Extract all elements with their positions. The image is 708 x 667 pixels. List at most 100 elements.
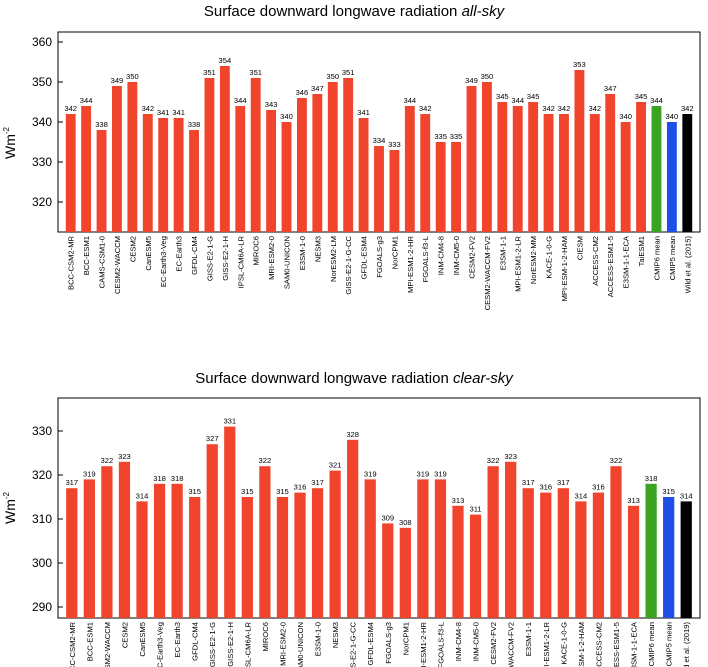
clear-sky-plot-frame bbox=[57, 397, 701, 619]
bar bbox=[417, 479, 429, 618]
data-label: 341 bbox=[357, 108, 370, 117]
x-tick-label: MPI-ESM1-2-HR bbox=[419, 621, 428, 667]
bar bbox=[189, 497, 201, 618]
bar bbox=[636, 102, 646, 232]
x-tick-label: IPSL-CM6A-LR bbox=[243, 621, 252, 667]
bar bbox=[434, 479, 447, 618]
clear-sky-title: Surface downward longwave radiation clea… bbox=[195, 370, 514, 387]
x-tick-label: CESM2-WACCM bbox=[103, 622, 112, 667]
x-tick-label: GISS-E2-1-G bbox=[208, 622, 217, 667]
x-tick-label: GFDL-ESM4 bbox=[360, 236, 369, 279]
bar bbox=[592, 492, 605, 618]
x-tick-label: NorESM2-LM bbox=[329, 236, 338, 282]
data-label: 344 bbox=[234, 96, 247, 105]
y-tick-label: 300 bbox=[32, 556, 52, 570]
x-tick-label: GFDL-CM4 bbox=[191, 622, 200, 661]
data-label: 315 bbox=[241, 487, 254, 496]
bar bbox=[497, 102, 508, 232]
data-label: 344 bbox=[650, 96, 663, 105]
data-label: 319 bbox=[364, 469, 377, 478]
bar bbox=[610, 466, 622, 618]
bar bbox=[420, 114, 431, 232]
all-sky-y-axis-label: Wm-2 bbox=[2, 126, 18, 159]
x-tick-label: EC-Earth3 bbox=[175, 236, 184, 271]
bar bbox=[235, 106, 246, 232]
bar bbox=[112, 86, 122, 232]
x-tick-label: CESM2 bbox=[128, 236, 137, 262]
data-label: 344 bbox=[403, 96, 416, 105]
bar bbox=[469, 514, 482, 618]
bar bbox=[605, 94, 616, 232]
x-tick-label: MIROC6 bbox=[261, 622, 270, 652]
data-label: 316 bbox=[539, 483, 552, 492]
bar bbox=[487, 466, 499, 618]
x-tick-label: EC-Earth3 bbox=[173, 622, 182, 657]
bar bbox=[435, 142, 446, 232]
x-tick-label: CAMS-CSM1-0 bbox=[98, 236, 107, 288]
x-tick-label: CESM2-WACCM-FV2 bbox=[483, 236, 492, 310]
x-tick-label: GISS-E2-1-H bbox=[221, 236, 230, 281]
x-tick-label: IPSL-CM6A-LR bbox=[236, 235, 245, 288]
bar bbox=[575, 501, 587, 618]
x-tick-label: GFDL-CM4 bbox=[190, 236, 199, 275]
bar bbox=[153, 483, 166, 618]
data-label: 341 bbox=[172, 108, 185, 117]
bar bbox=[382, 523, 394, 618]
bar bbox=[224, 426, 236, 618]
data-label: 322 bbox=[101, 456, 114, 465]
bar bbox=[466, 86, 477, 232]
data-label: 314 bbox=[680, 491, 693, 500]
bar bbox=[81, 106, 92, 232]
bar bbox=[364, 479, 376, 618]
bar bbox=[540, 492, 552, 618]
y-tick-label: 330 bbox=[32, 424, 52, 438]
bar bbox=[241, 497, 253, 618]
data-label: 323 bbox=[504, 452, 517, 461]
x-tick-label: FGOALS-g3 bbox=[384, 622, 393, 664]
bar bbox=[374, 146, 384, 232]
x-tick-label: CESM2-WACCM-FV2 bbox=[507, 622, 516, 667]
data-label: 342 bbox=[542, 104, 555, 113]
x-tick-label: INM-CM4-8 bbox=[454, 622, 463, 661]
bar bbox=[259, 466, 271, 618]
data-label: 333 bbox=[388, 140, 401, 149]
x-tick-label: MIROC6 bbox=[252, 236, 261, 266]
data-label: 351 bbox=[342, 68, 355, 77]
x-tick-label: GFDL-ESM4 bbox=[366, 622, 375, 665]
data-label: 345 bbox=[635, 92, 648, 101]
data-label: 347 bbox=[311, 84, 324, 93]
data-label: 342 bbox=[141, 104, 154, 113]
x-tick-label: GISS-E2-1-G-CC bbox=[344, 235, 353, 294]
x-tick-label: ACCESS-CM2 bbox=[594, 622, 603, 667]
bar bbox=[250, 78, 261, 232]
x-tick-label: Wild et al. (2019) bbox=[682, 622, 691, 667]
x-tick-label: CESM2-FV2 bbox=[489, 622, 498, 665]
data-label: 314 bbox=[575, 491, 588, 500]
data-label: 342 bbox=[588, 104, 601, 113]
bar bbox=[620, 122, 631, 232]
x-tick-label: BCC-CSM2-MR bbox=[68, 621, 77, 667]
x-tick-label: INM-CM5-0 bbox=[452, 236, 461, 275]
x-tick-label: TaiESM1 bbox=[637, 236, 646, 266]
data-label: 340 bbox=[619, 112, 632, 121]
bar bbox=[666, 122, 677, 232]
x-tick-label: INM-CM5-0 bbox=[472, 622, 481, 661]
x-tick-label: SAM0-UNICON bbox=[283, 236, 292, 289]
x-tick-label: INM-CM4-8 bbox=[437, 236, 446, 275]
bar bbox=[680, 501, 692, 618]
data-label: 342 bbox=[558, 104, 571, 113]
x-tick-label: MPI-ESM-1-2-HAM bbox=[577, 622, 586, 667]
bar bbox=[136, 501, 148, 618]
bar bbox=[276, 497, 289, 618]
x-tick-label: Wild et al. (2015) bbox=[683, 236, 692, 294]
data-label: 322 bbox=[610, 456, 623, 465]
y-tick-label: 350 bbox=[32, 75, 52, 89]
bar bbox=[452, 505, 464, 618]
data-label: 319 bbox=[417, 469, 430, 478]
bar bbox=[451, 142, 462, 232]
data-label: 319 bbox=[434, 469, 447, 478]
bar bbox=[327, 82, 338, 232]
x-tick-label: GISS-E2-1-G-CC bbox=[349, 621, 358, 667]
x-tick-label: MPI-ESM-1-2-HAM bbox=[560, 236, 569, 301]
